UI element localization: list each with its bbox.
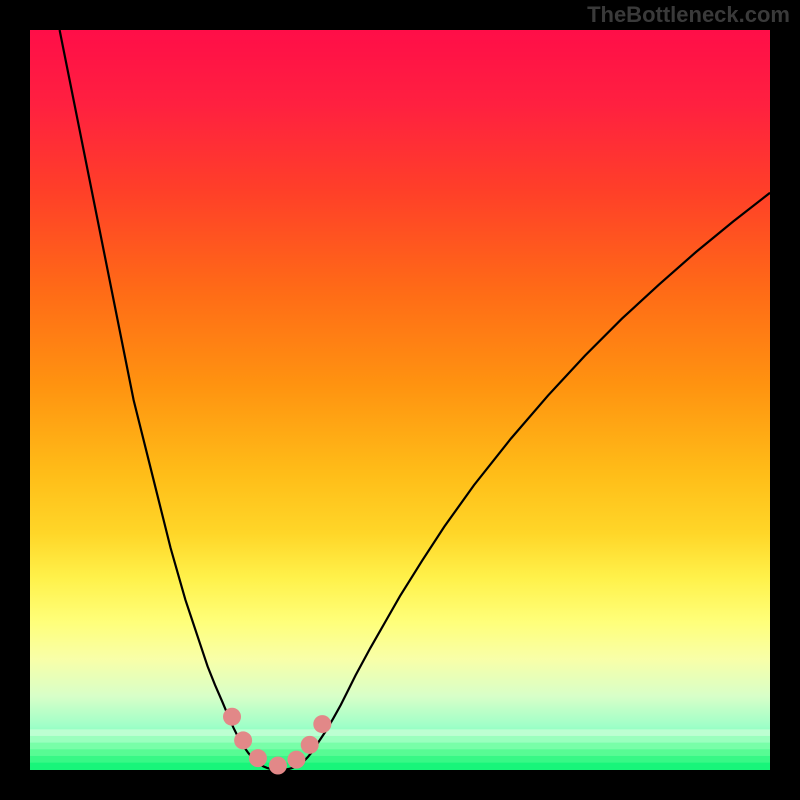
curve-marker: [269, 757, 287, 775]
plot-gradient-background: [30, 30, 770, 770]
watermark-text: TheBottleneck.com: [587, 2, 790, 28]
bottleneck-chart: [0, 0, 800, 800]
curve-marker: [301, 736, 319, 754]
bottom-color-bands: [30, 729, 770, 770]
curve-marker: [234, 731, 252, 749]
curve-marker: [287, 751, 305, 769]
curve-marker: [249, 749, 267, 767]
chart-container: TheBottleneck.com: [0, 0, 800, 800]
curve-marker: [313, 715, 331, 733]
curve-marker: [223, 708, 241, 726]
